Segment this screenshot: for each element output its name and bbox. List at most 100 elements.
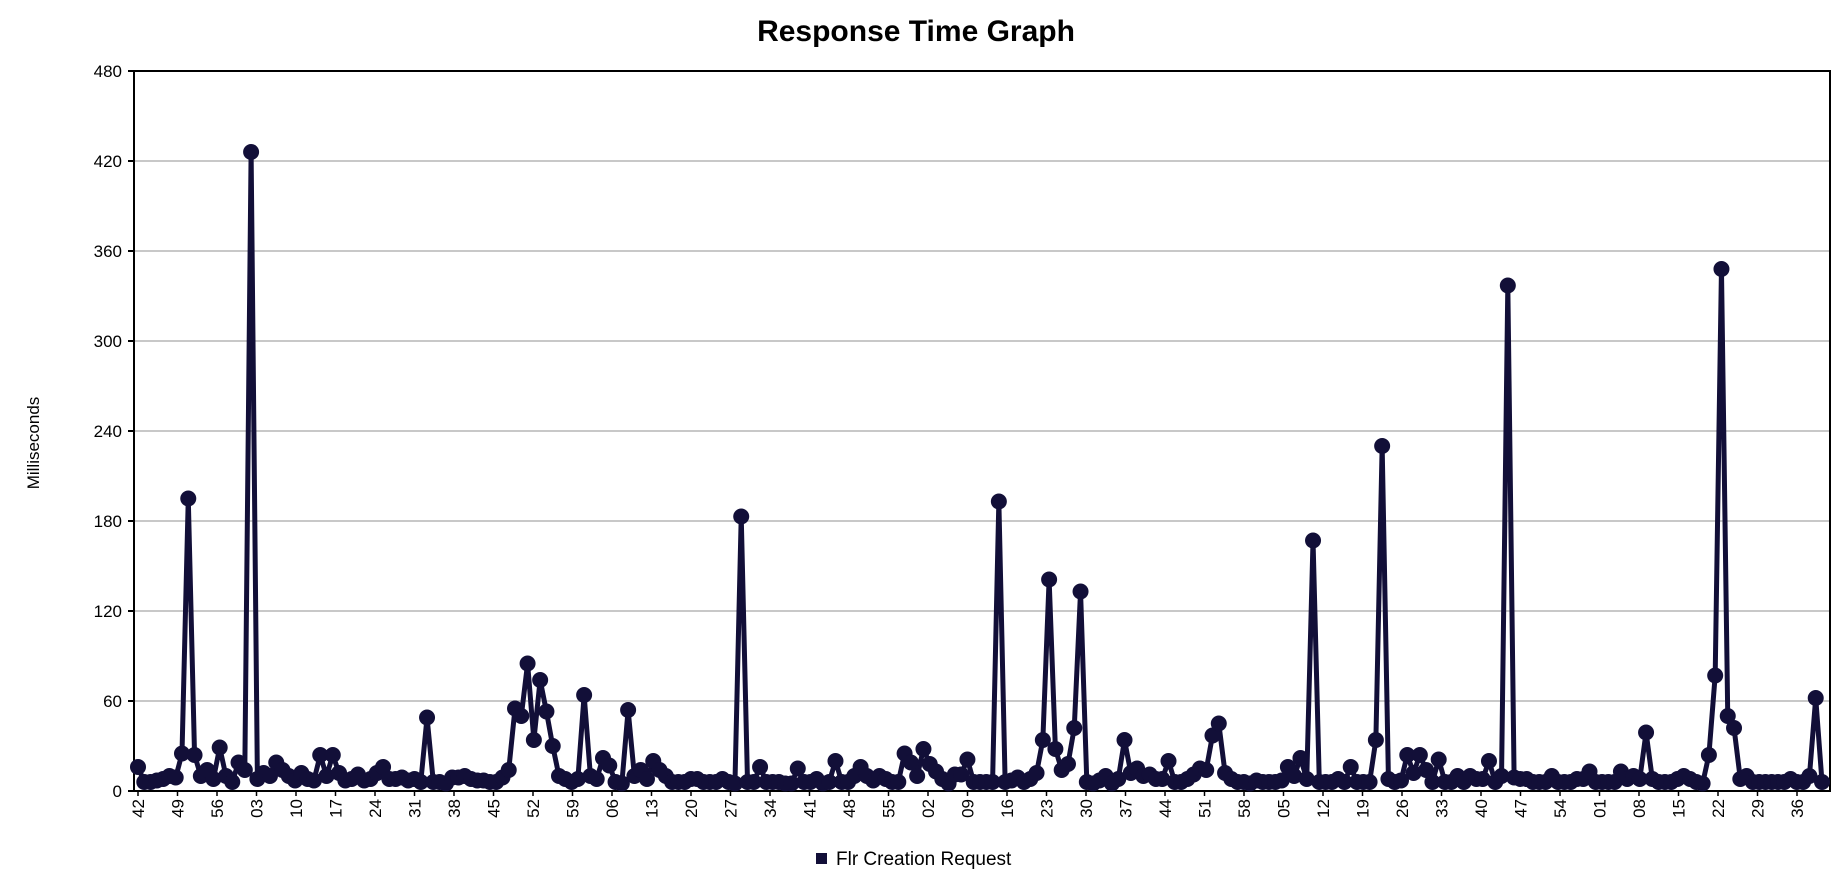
data-point — [525, 732, 542, 748]
data-point — [569, 771, 586, 787]
x-tick-label: 41 — [801, 799, 820, 818]
data-point — [1493, 768, 1510, 784]
data-point — [1072, 583, 1089, 600]
gridlines — [134, 160, 1830, 702]
data-point — [789, 760, 806, 777]
data-point — [544, 738, 561, 754]
data-point — [211, 739, 228, 756]
data-point — [1374, 438, 1391, 454]
data-point — [1480, 753, 1497, 769]
x-tick-label: 09 — [959, 799, 978, 818]
data-point — [243, 144, 260, 160]
x-tick-label: 13 — [643, 799, 662, 818]
data-point — [601, 757, 618, 774]
data-point — [186, 747, 203, 763]
data-point — [576, 687, 593, 703]
x-tick-label: 49 — [169, 799, 188, 818]
y-tick-label: 0 — [113, 782, 122, 801]
data-point — [1399, 747, 1416, 763]
data-point — [821, 774, 838, 790]
data-point — [909, 768, 926, 784]
data-point — [1814, 774, 1830, 790]
data-point — [1700, 747, 1717, 763]
data-point — [1305, 532, 1322, 549]
x-tick-label: 59 — [564, 799, 583, 818]
data-point — [513, 708, 530, 724]
data-point — [1713, 261, 1730, 277]
data-point — [783, 775, 800, 792]
x-tick-label: 26 — [1393, 799, 1412, 818]
data-point — [224, 774, 241, 790]
y-axis-ticks: 0 60 120 180 240 300 360 420 480 — [94, 62, 134, 801]
data-point — [1116, 732, 1133, 748]
data-point — [1638, 724, 1655, 741]
data-point — [1694, 775, 1711, 792]
x-tick-label: 51 — [1196, 799, 1215, 818]
x-tick-label: 38 — [445, 799, 464, 818]
legend: Flr Creation Request — [816, 849, 1012, 870]
data-point — [1807, 690, 1824, 706]
data-point — [915, 741, 932, 757]
x-tick-label: 22 — [1709, 799, 1728, 818]
y-tick-label: 180 — [94, 512, 122, 531]
data-point — [419, 709, 436, 726]
data-point — [318, 768, 335, 784]
data-point — [1047, 741, 1064, 757]
x-axis-ticks: 42 49 56 03 10 17 24 31 38 45 52 59 06 13 20 27 34 41 48 55… — [129, 791, 1807, 818]
data-point — [1707, 667, 1724, 684]
data-point — [1028, 765, 1045, 781]
data-point — [532, 672, 549, 688]
data-point — [1336, 774, 1353, 790]
data-point — [1342, 759, 1359, 775]
x-tick-label: 23 — [1038, 799, 1057, 818]
data-point — [130, 759, 146, 775]
x-tick-label: 47 — [1512, 799, 1531, 818]
y-tick-label: 360 — [94, 242, 122, 261]
data-point — [412, 774, 429, 790]
data-point — [1110, 771, 1127, 787]
y-tick-label: 120 — [94, 602, 122, 621]
x-tick-label: 31 — [406, 799, 425, 818]
data-point — [1292, 750, 1309, 766]
x-tick-label: 34 — [761, 799, 780, 818]
data-point — [312, 747, 329, 763]
data-point — [1041, 571, 1058, 588]
data-point — [752, 759, 769, 775]
x-tick-label: 24 — [366, 799, 385, 818]
data-point — [1367, 732, 1384, 748]
legend-label: Flr Creation Request — [836, 849, 1012, 870]
data-point — [324, 747, 341, 763]
data-point — [375, 759, 392, 775]
x-tick-label: 17 — [327, 799, 346, 818]
x-tick-label: 42 — [129, 799, 148, 818]
data-point — [519, 655, 536, 672]
data-point — [173, 745, 190, 762]
data-point — [538, 703, 555, 720]
data-point — [890, 774, 907, 790]
x-tick-label: 58 — [1235, 799, 1254, 818]
data-point — [1034, 732, 1051, 748]
x-tick-label: 15 — [1670, 799, 1689, 818]
data-point — [1430, 751, 1447, 768]
data-point — [1719, 708, 1736, 724]
data-point — [620, 702, 637, 718]
data-point — [1273, 772, 1290, 789]
x-tick-label: 20 — [682, 799, 701, 818]
data-point — [1393, 772, 1409, 789]
x-tick-label: 03 — [248, 799, 267, 818]
data-point — [167, 769, 184, 786]
data-point — [1418, 762, 1435, 778]
data-point — [827, 753, 844, 769]
x-tick-label: 30 — [1077, 799, 1096, 818]
data-point — [1361, 774, 1378, 790]
x-tick-label: 08 — [1630, 799, 1649, 818]
data-point — [1631, 771, 1648, 787]
x-tick-label: 44 — [1156, 799, 1175, 818]
y-tick-label: 480 — [94, 62, 122, 81]
data-point — [305, 772, 322, 789]
series-group — [130, 144, 1830, 792]
data-point — [236, 762, 253, 778]
data-point — [1066, 720, 1083, 736]
y-tick-label: 60 — [103, 692, 122, 711]
